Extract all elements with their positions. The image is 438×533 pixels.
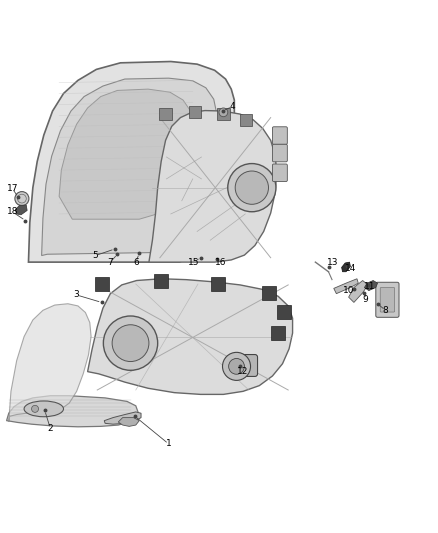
Polygon shape <box>349 280 368 302</box>
Polygon shape <box>28 61 234 262</box>
Polygon shape <box>342 262 350 272</box>
Circle shape <box>223 352 251 381</box>
Circle shape <box>219 108 228 117</box>
Polygon shape <box>7 395 138 427</box>
Text: 14: 14 <box>345 264 356 273</box>
FancyBboxPatch shape <box>240 114 252 126</box>
Circle shape <box>15 191 29 206</box>
FancyBboxPatch shape <box>95 277 109 291</box>
Text: 8: 8 <box>382 306 389 315</box>
FancyBboxPatch shape <box>277 305 291 319</box>
Text: 11: 11 <box>364 282 376 290</box>
Polygon shape <box>15 205 27 215</box>
FancyBboxPatch shape <box>380 287 395 312</box>
Text: 4: 4 <box>230 102 235 111</box>
FancyBboxPatch shape <box>159 108 172 120</box>
FancyBboxPatch shape <box>217 108 230 120</box>
Text: 13: 13 <box>327 257 339 266</box>
FancyBboxPatch shape <box>211 277 225 291</box>
Text: 9: 9 <box>363 295 369 304</box>
Polygon shape <box>59 89 193 219</box>
Circle shape <box>228 164 276 212</box>
FancyBboxPatch shape <box>230 354 258 376</box>
FancyBboxPatch shape <box>189 106 201 118</box>
FancyBboxPatch shape <box>272 144 287 162</box>
Text: 15: 15 <box>188 257 199 266</box>
FancyBboxPatch shape <box>154 273 168 287</box>
Polygon shape <box>9 304 91 422</box>
Text: 10: 10 <box>343 286 354 295</box>
Circle shape <box>235 171 268 204</box>
FancyBboxPatch shape <box>271 326 285 340</box>
Polygon shape <box>149 110 277 262</box>
Text: 16: 16 <box>215 257 227 266</box>
Circle shape <box>112 325 149 361</box>
Circle shape <box>32 405 39 413</box>
Polygon shape <box>334 279 358 294</box>
Text: 18: 18 <box>7 207 18 216</box>
Polygon shape <box>42 78 217 255</box>
Text: 1: 1 <box>166 439 172 448</box>
FancyBboxPatch shape <box>262 286 276 300</box>
Text: 12: 12 <box>237 367 249 376</box>
FancyBboxPatch shape <box>272 127 287 144</box>
Polygon shape <box>118 418 139 426</box>
Text: 3: 3 <box>74 290 80 300</box>
Text: 17: 17 <box>7 184 18 193</box>
FancyBboxPatch shape <box>376 282 399 317</box>
Polygon shape <box>364 280 378 290</box>
Text: 2: 2 <box>48 424 53 433</box>
Text: 5: 5 <box>92 251 99 260</box>
Text: 6: 6 <box>133 257 139 266</box>
Circle shape <box>103 316 158 370</box>
Circle shape <box>229 359 244 374</box>
Polygon shape <box>104 412 141 424</box>
Ellipse shape <box>24 401 64 417</box>
Polygon shape <box>88 279 293 394</box>
Text: 7: 7 <box>107 257 113 266</box>
FancyBboxPatch shape <box>272 164 287 182</box>
